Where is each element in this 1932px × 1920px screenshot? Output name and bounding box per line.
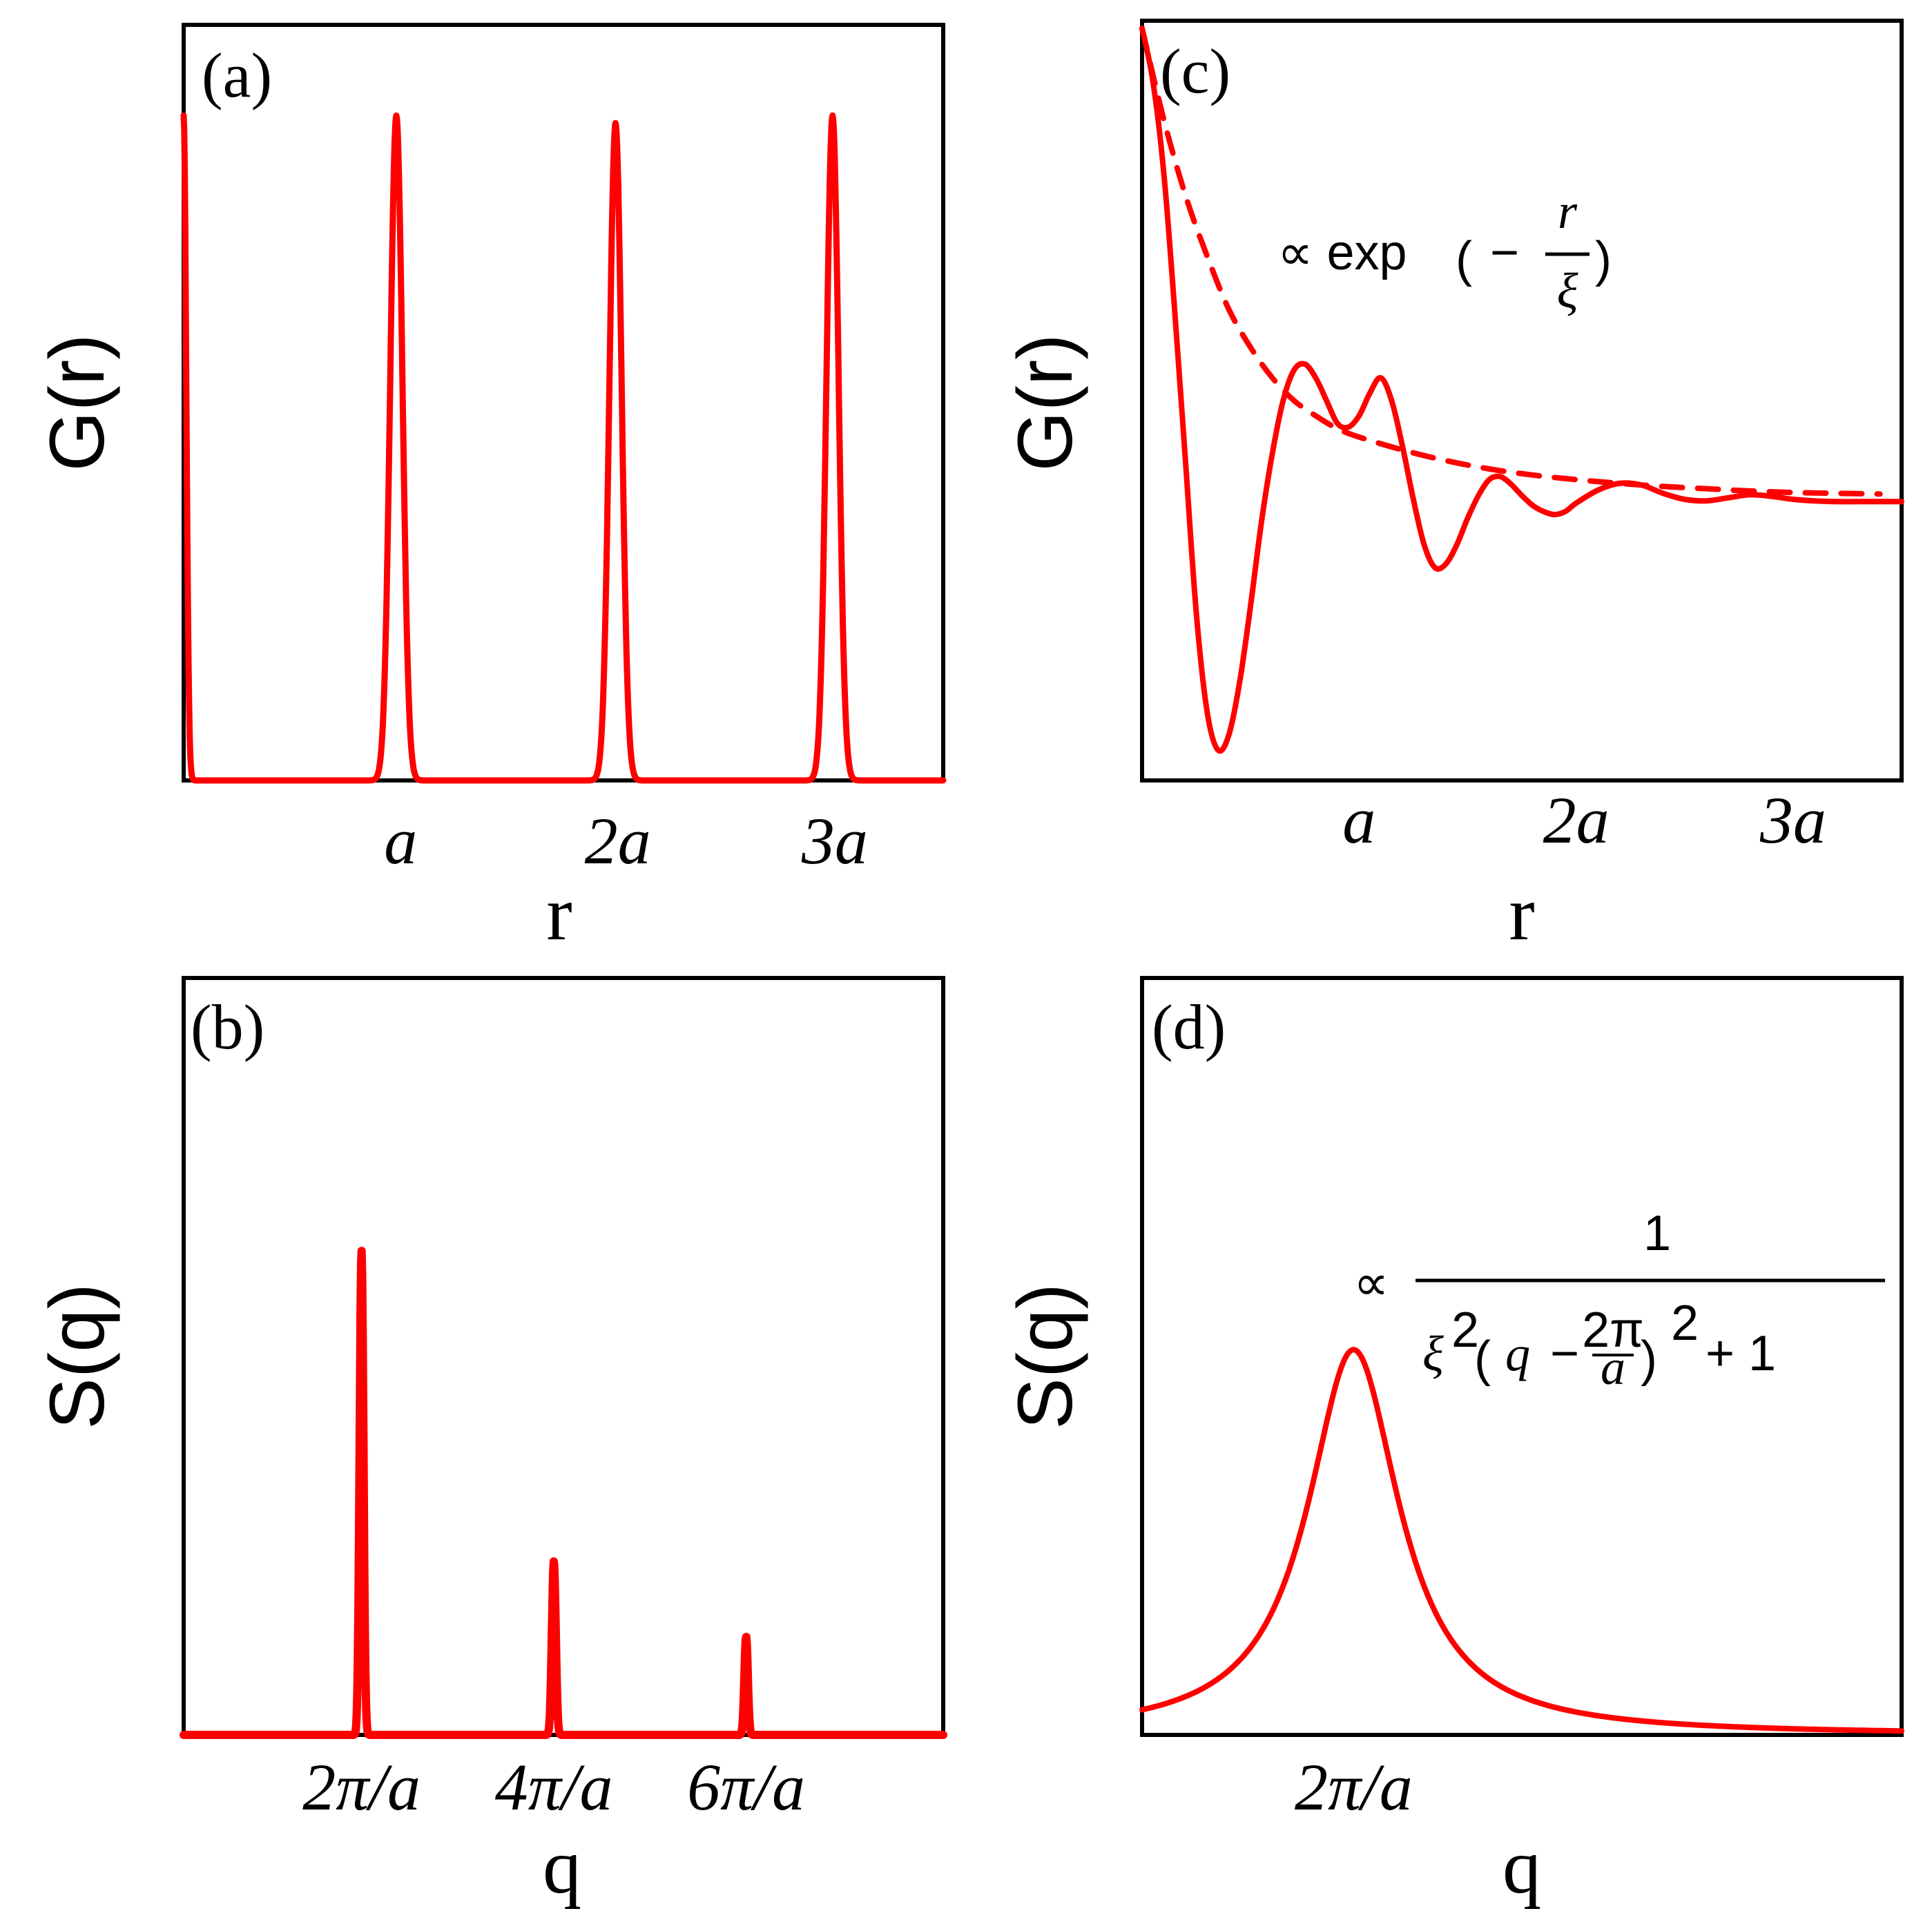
panel-c-tick-label-2: 3a — [1759, 783, 1826, 857]
panel-d-label: (d) — [1152, 992, 1226, 1062]
panel-d-annot-q: q — [1505, 1326, 1530, 1381]
panel-c-ticks: a 2a 3a — [1342, 783, 1826, 857]
panel-a-tick-label-1: 2a — [585, 804, 651, 878]
panel-a-curve — [180, 112, 947, 784]
panel-b-tick-label-2: 6π/a — [687, 1750, 805, 1824]
panel-c-envelope — [1139, 26, 1883, 497]
panel-b-ylabel: S(q) — [34, 1283, 120, 1430]
panel-d-annot-numerator: 1 — [1643, 1206, 1671, 1261]
panel-b-ticks: 2π/a 4π/a 6π/a — [302, 1750, 805, 1824]
panel-a-ticks: a 2a 3a — [384, 804, 868, 878]
panel-d-annot-xi: ξ — [1422, 1326, 1444, 1381]
panel-b-label: (b) — [191, 992, 264, 1062]
panel-c-tick-label-0: a — [1342, 783, 1375, 857]
panel-d-annot-prefix: ∝ — [1353, 1256, 1389, 1311]
panel-a: (a) G(r) r a 2a 3a — [34, 23, 947, 957]
panel-c-annot-rparen: ) — [1595, 232, 1612, 287]
panel-d-annot-lparen: ( — [1474, 1332, 1491, 1387]
panel-d-tick-label-0: 2π/a — [1295, 1750, 1413, 1824]
panel-a-tick-label-0: a — [384, 804, 417, 878]
panel-d: (d) S(q) q 2π/a ∝ 1 ξ 2 ( q − 2π a ) 2 +… — [1002, 976, 1904, 1910]
panel-c-annot-denominator: ξ — [1557, 263, 1578, 318]
panel-c-annotation: ∝ exp ( − r ξ ) — [1277, 184, 1612, 318]
panel-a-label: (a) — [202, 40, 272, 111]
panel-d-annot-minus: − — [1550, 1326, 1579, 1381]
panel-d-ylabel: S(q) — [1002, 1283, 1088, 1430]
panel-c-xlabel: r — [1509, 871, 1534, 957]
panel-c-curve — [1139, 26, 1904, 754]
panel-d-frame — [1140, 976, 1904, 1737]
panel-b-tick-label-0: 2π/a — [302, 1750, 421, 1824]
panel-c-annot-lparen: ( — [1456, 232, 1472, 287]
panel-c-label: (c) — [1160, 36, 1230, 106]
panel-c-frame — [1140, 19, 1904, 783]
panel-c-annot-prefix: ∝ exp — [1277, 225, 1407, 280]
panel-b-xlabel: q — [543, 1824, 581, 1910]
panel-d-annot-plus-one: + 1 — [1706, 1326, 1776, 1381]
panel-d-annot-denominator: ξ 2 ( q − 2π a ) 2 + 1 — [1422, 1296, 1776, 1395]
panel-b-tick-label-1: 4π/a — [495, 1750, 613, 1824]
panel-d-annot-inner-numerator: 2π — [1582, 1303, 1644, 1358]
panel-b-curve — [180, 1247, 947, 1739]
panel-c-tick-label-1: 2a — [1543, 783, 1610, 857]
panel-d-annot-inner-denominator: a — [1601, 1340, 1625, 1395]
panel-d-annotation: ∝ 1 ξ 2 ( q − 2π a ) 2 + 1 — [1353, 1206, 1885, 1395]
panel-c: (c) G(r) r a 2a 3a ∝ exp ( − r ξ ) — [1002, 19, 1904, 957]
panel-c-annot-minus: − — [1490, 225, 1519, 280]
panel-d-xlabel: q — [1503, 1824, 1541, 1910]
panel-d-curve — [1139, 1347, 1904, 1734]
panel-a-xlabel: r — [546, 871, 572, 957]
panel-a-ylabel: G(r) — [34, 334, 120, 471]
panel-d-annot-exponent: 2 — [1671, 1296, 1699, 1351]
panel-b: (b) S(q) q 2π/a 4π/a 6π/a — [34, 976, 947, 1910]
panel-c-ylabel: G(r) — [1002, 334, 1088, 471]
panel-d-annot-xi-exponent: 2 — [1451, 1303, 1479, 1358]
panel-d-ticks: 2π/a — [1295, 1750, 1413, 1824]
panel-c-annot-numerator: r — [1558, 184, 1578, 239]
panel-a-tick-label-2: 3a — [801, 804, 868, 878]
panel-b-frame — [182, 976, 945, 1737]
panel-d-annot-rparen: ) — [1641, 1332, 1657, 1387]
